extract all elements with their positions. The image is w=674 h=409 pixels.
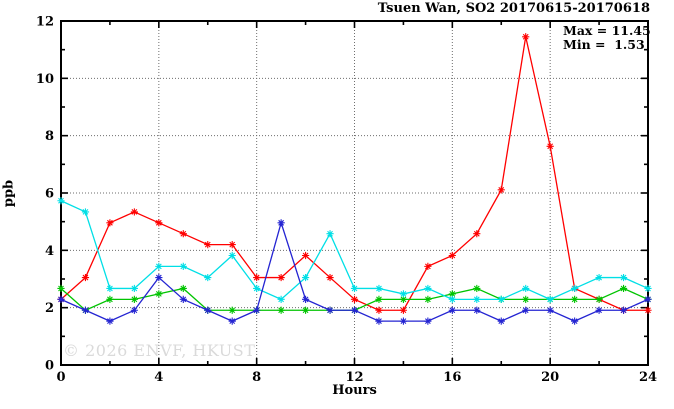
svg-text:12: 12 [345, 370, 363, 385]
watermark-text: © 2026 ENVF, HKUST [63, 341, 256, 360]
svg-text:4: 4 [154, 370, 163, 385]
svg-text:8: 8 [45, 129, 54, 144]
svg-text:2: 2 [45, 301, 54, 316]
svg-text:4: 4 [45, 244, 54, 259]
svg-text:0: 0 [56, 370, 65, 385]
svg-text:12: 12 [36, 15, 54, 30]
chart-title: Tsuen Wan, SO2 20170615-20170618 [377, 1, 650, 16]
svg-text:20: 20 [541, 370, 559, 385]
max-value-label: Max = 11.45 [563, 23, 651, 38]
x-axis-label: Hours [332, 383, 377, 398]
svg-text:16: 16 [443, 370, 461, 385]
max-min-annotation: Max = 11.45 Min = 1.53 [563, 24, 651, 51]
svg-text:8: 8 [252, 370, 261, 385]
min-value-label: Min = 1.53 [563, 36, 645, 52]
svg-text:24: 24 [639, 370, 657, 385]
svg-text:10: 10 [36, 72, 54, 87]
svg-text:0: 0 [45, 359, 54, 374]
y-axis-label: ppb [1, 179, 17, 208]
svg-text:6: 6 [45, 187, 54, 202]
